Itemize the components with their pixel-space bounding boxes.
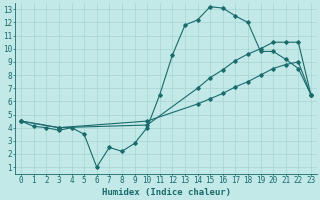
X-axis label: Humidex (Indice chaleur): Humidex (Indice chaleur) (101, 188, 230, 197)
